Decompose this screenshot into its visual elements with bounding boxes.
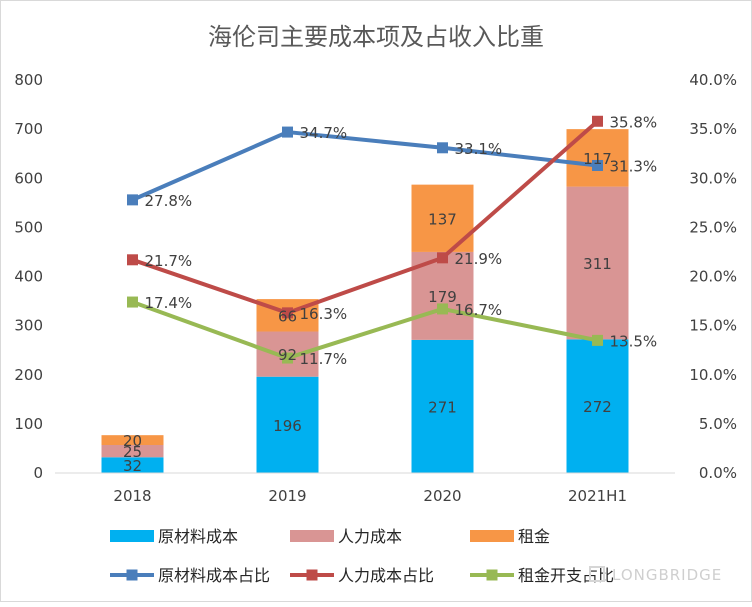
legend-label: 人力成本 (338, 527, 402, 546)
legend-swatch (290, 530, 334, 542)
watermark-logo-icon (589, 566, 605, 582)
y-left-tick-label: 700 (14, 120, 43, 138)
legend-marker (486, 569, 498, 581)
bar-value-label: 137 (428, 210, 457, 228)
y-left-tick-label: 200 (14, 366, 43, 384)
line-value-label: 16.3% (300, 305, 348, 323)
x-axis-ticks: 2018 2019 2020 2021H1 (113, 487, 627, 505)
series-marker (282, 126, 293, 138)
y-right-tick-label: 30.0% (689, 169, 737, 187)
watermark-text: LONGBRIDGE (612, 566, 722, 584)
bar-value-label: 66 (278, 307, 297, 325)
line-value-label: 35.8% (610, 113, 658, 131)
series-marker (127, 254, 138, 266)
bar-segment (256, 376, 319, 473)
legend-marker (126, 569, 138, 581)
y-left-tick-label: 600 (14, 169, 43, 187)
bar-value-label: 271 (428, 398, 457, 416)
bar-segment (411, 339, 474, 473)
y-left-tick-label: 800 (14, 71, 43, 89)
chart-title: 海伦司主要成本项及占收入比重 (208, 23, 544, 51)
lines (127, 115, 603, 364)
y-right-tick-label: 20.0% (689, 268, 737, 286)
series-marker (282, 307, 293, 319)
series-marker (127, 296, 138, 308)
bar-value-label: 32 (123, 457, 142, 475)
line-value-label: 11.7% (300, 350, 348, 368)
y-right-tick-label: 35.0% (689, 120, 737, 138)
x-tick-label: 2021H1 (568, 487, 627, 505)
series-marker (282, 352, 293, 364)
line-value-label: 33.1% (455, 140, 503, 158)
bar-value-label: 20 (123, 432, 142, 450)
bars (101, 129, 629, 473)
bar-segment (101, 444, 164, 458)
line-value-label: 21.7% (145, 252, 193, 270)
line-value-label: 31.3% (610, 157, 658, 175)
bar-segment (101, 457, 164, 473)
y-right-tick-label: 25.0% (689, 218, 737, 236)
series-marker (592, 334, 603, 346)
legend-label: 租金开支占比 (518, 566, 614, 585)
legend-label: 原材料成本 (158, 527, 238, 546)
right-axis: 0.0% 5.0% 10.0% 15.0% 20.0% 25.0% 30.0% 35.0% 40… (689, 71, 737, 482)
x-tick-label: 2020 (423, 487, 461, 505)
bar-segment (566, 186, 629, 340)
legend-swatch (110, 530, 154, 542)
legend-marker (306, 569, 318, 581)
series-marker (437, 303, 448, 315)
y-right-tick-label: 15.0% (689, 317, 737, 335)
bar-value-label: 117 (583, 150, 612, 168)
bar-value-label: 196 (273, 417, 302, 435)
bar-value-label: 272 (583, 398, 612, 416)
y-right-tick-label: 10.0% (689, 366, 737, 384)
series-marker (127, 194, 138, 206)
legend-label: 原材料成本占比 (158, 566, 270, 585)
bar-segment (101, 435, 164, 445)
legend-label: 人力成本占比 (338, 566, 434, 585)
y-right-tick-label: 5.0% (699, 415, 737, 433)
line-value-label: 34.7% (300, 124, 348, 142)
line-value-label: 21.9% (455, 250, 503, 268)
bar-value-label: 311 (583, 255, 612, 273)
legend-swatch (470, 530, 514, 542)
y-right-tick-label: 40.0% (689, 71, 737, 89)
watermark: LONGBRIDGE (589, 566, 722, 584)
left-axis: 0 100 200 300 400 500 600 700 800 (14, 71, 43, 482)
bar-value-label: 25 (123, 443, 142, 461)
series-marker (437, 252, 448, 264)
y-left-tick-label: 500 (14, 218, 43, 236)
series-marker (437, 142, 448, 154)
y-left-tick-label: 100 (14, 415, 43, 433)
bar-value-label: 92 (278, 346, 297, 364)
y-left-tick-label: 300 (14, 317, 43, 335)
line-value-label: 13.5% (610, 332, 658, 350)
bar-value-label: 179 (428, 288, 457, 306)
line-value-label: 16.7% (455, 301, 503, 319)
bar-segment (566, 339, 629, 473)
x-tick-label: 2018 (113, 487, 151, 505)
legend-label: 租金 (518, 527, 550, 546)
series-line (131, 130, 598, 202)
line-value-label: 17.4% (145, 294, 193, 312)
series-line (131, 119, 599, 315)
series-marker (592, 115, 603, 127)
y-left-tick-label: 400 (14, 268, 43, 286)
series-marker (592, 159, 603, 171)
line-value-label: 27.8% (145, 192, 193, 210)
y-right-tick-label: 0.0% (699, 464, 737, 482)
x-tick-label: 2019 (268, 487, 306, 505)
series-line (131, 300, 598, 361)
y-left-tick-label: 0 (33, 464, 43, 482)
